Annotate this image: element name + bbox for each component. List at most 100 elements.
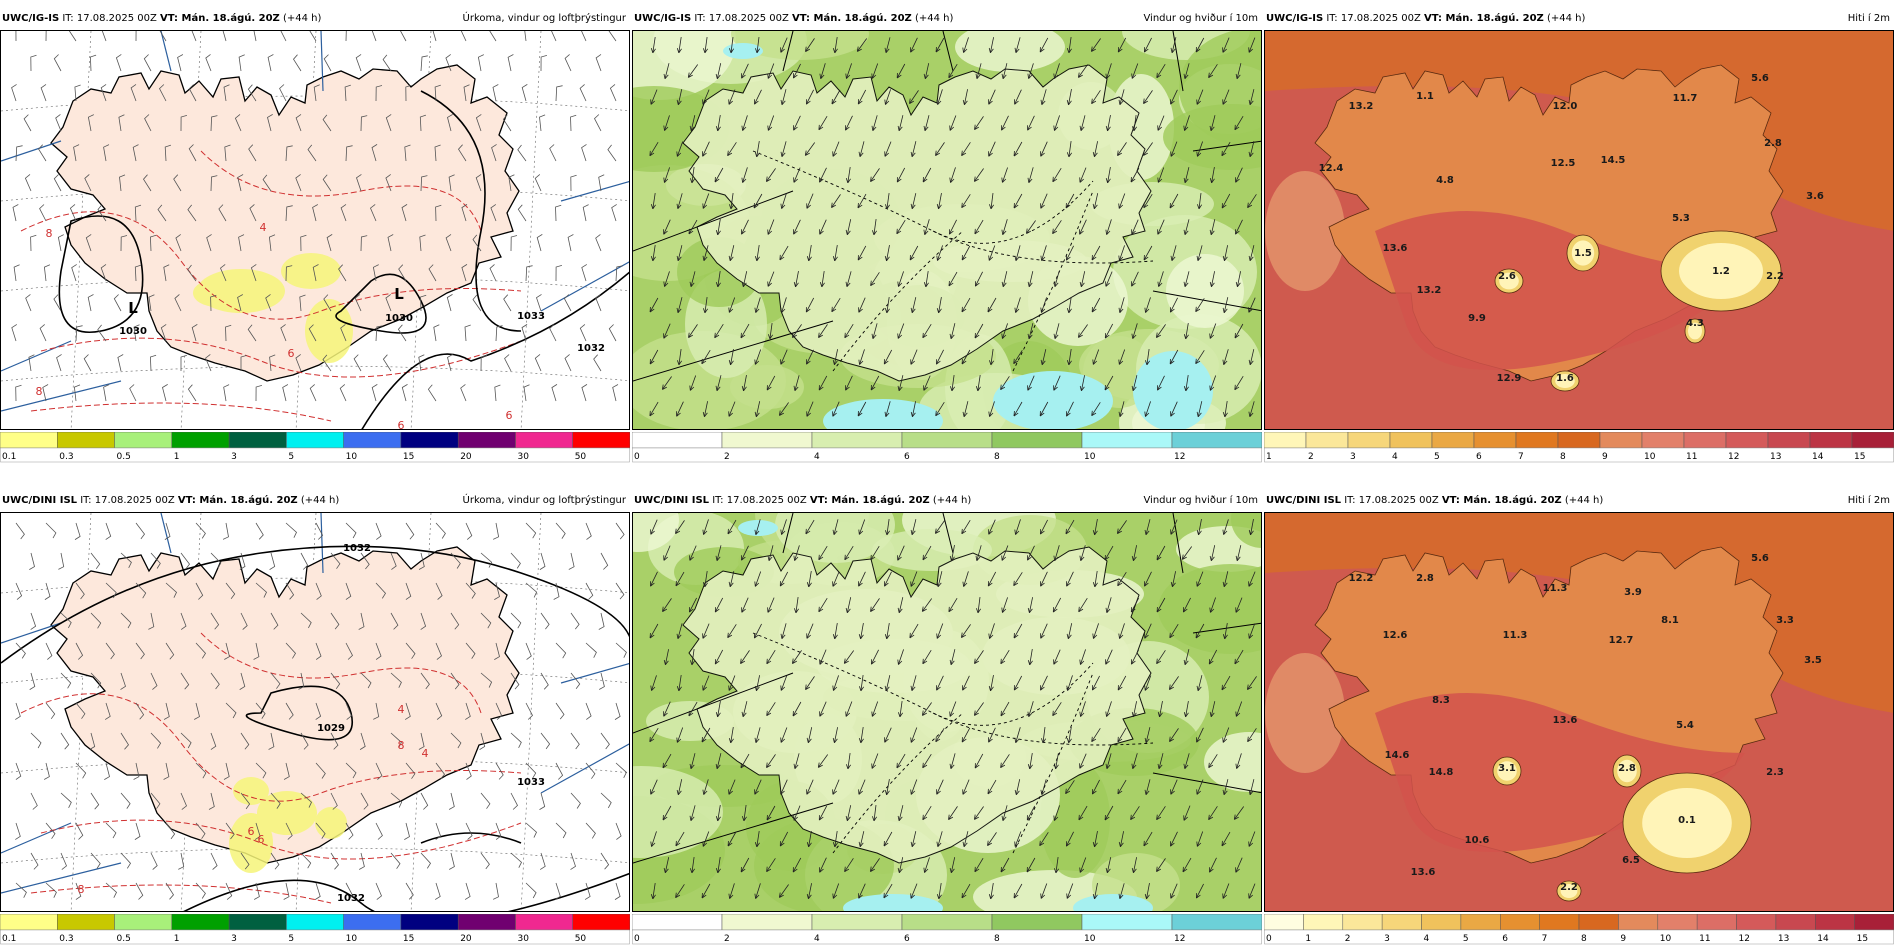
wind-arrow <box>768 545 774 561</box>
wind-arrow-head <box>1131 763 1137 769</box>
wind-arrow <box>756 245 760 261</box>
wind-barb <box>385 114 392 132</box>
wind-barb <box>164 522 171 540</box>
wind-barb <box>238 234 245 252</box>
wind-arrow-head <box>1132 126 1138 132</box>
colorbar-swatch <box>1305 431 1349 449</box>
panel-header: UWC/DINI ISL IT: 17.08.2025 00Z VT: Mán.… <box>0 492 630 510</box>
wind-arrow-head <box>1026 815 1032 821</box>
wind-barb <box>240 732 250 750</box>
wind-barb <box>208 792 215 810</box>
wind-arrow-head <box>910 789 916 795</box>
wind-barb <box>536 234 543 252</box>
wind-arrow <box>649 297 659 313</box>
wind-arrow-head <box>689 815 695 821</box>
colorbar-swatch <box>901 913 993 931</box>
wind-arrow <box>1248 623 1256 639</box>
wind-barb <box>375 882 382 900</box>
temperature-value: 8.1 <box>1661 615 1679 626</box>
wind-arrow-head <box>1065 202 1071 209</box>
wind-arrow <box>691 649 695 665</box>
wind-barb <box>225 702 237 719</box>
wind-arrow <box>922 702 932 716</box>
colorbar-swatch <box>1767 431 1811 449</box>
wind-barb <box>375 522 382 540</box>
wind-arrow-head <box>846 764 852 770</box>
wind-arrow <box>1236 545 1242 561</box>
wind-arrow-head <box>909 632 915 639</box>
wind-arrow-head <box>1104 814 1110 821</box>
wind-arrow-head <box>663 281 669 287</box>
wind-arrow-head <box>936 685 941 691</box>
wind-arrow-head <box>1066 737 1072 744</box>
wind-arrow <box>935 142 945 156</box>
wind-barb <box>234 114 242 132</box>
sector-lines <box>1 513 629 894</box>
wind-barb <box>175 234 182 252</box>
wind-barb <box>11 84 17 102</box>
gust-areas <box>723 43 1213 429</box>
wind-arrow-head <box>1235 177 1240 183</box>
wind-barb <box>283 882 290 900</box>
wind-arrow <box>974 753 984 769</box>
wind-arrow-head <box>690 660 696 666</box>
wind-arrow-head <box>832 893 838 899</box>
wind-barb <box>15 822 21 840</box>
wind-barb <box>385 294 392 312</box>
temperature-value: 5.3 <box>1672 213 1690 224</box>
wind-arrow-head <box>1105 125 1111 132</box>
wind-arrow-head <box>703 48 709 54</box>
wind-arrow <box>1145 727 1151 743</box>
panel-header: UWC/IG-IS IT: 17.08.2025 00Z VT: Mán. 18… <box>1264 10 1894 28</box>
wind-arrow-head <box>766 866 772 873</box>
wind-barb <box>460 31 467 42</box>
colorbar-tick-label: 11 <box>1699 934 1710 944</box>
wind-barb <box>309 384 317 402</box>
wind-arrow <box>1233 806 1245 820</box>
wind-arrow-head <box>1026 866 1032 873</box>
wind-arrow-head <box>792 332 797 338</box>
temperature-value: 2.2 <box>1560 882 1578 893</box>
wind-arrow-head <box>766 710 772 717</box>
wind-arrow-head <box>1208 814 1214 821</box>
wind-arrow-head <box>1117 580 1123 587</box>
wind-arrow-head <box>677 360 683 366</box>
wind-barb <box>240 852 250 870</box>
wind-arrow-head <box>936 255 942 261</box>
wind-arrow <box>1249 779 1255 795</box>
wind-arrow-head <box>649 736 655 743</box>
wind-arrow <box>951 375 955 391</box>
wind-arrow-head <box>961 306 967 313</box>
wind-barb <box>322 114 332 132</box>
wind-arrow-head <box>818 332 824 338</box>
wind-barb <box>330 612 340 630</box>
wind-barb <box>313 84 320 102</box>
wind-arrow-head <box>1117 736 1123 743</box>
wind-arrow-head <box>1130 814 1136 821</box>
wind-arrow-head <box>961 892 967 899</box>
wind-arrow-head <box>1170 99 1175 105</box>
wind-arrow <box>1133 857 1137 873</box>
wind-arrow-head <box>689 607 694 613</box>
wind-arrow-head <box>1066 685 1072 691</box>
temperature-contour-label: 4 <box>398 703 405 716</box>
wind-arrow-head <box>922 814 928 821</box>
wind-arrow-head <box>1222 47 1227 53</box>
wind-barb <box>457 144 467 162</box>
wind-barb <box>595 294 602 312</box>
wind-arrow-head <box>987 840 993 846</box>
wind-arrow-head <box>662 814 668 821</box>
wind-arrow <box>1105 649 1113 665</box>
wind-arrow <box>728 779 736 795</box>
wind-arrow <box>1143 90 1153 104</box>
wind-arrow <box>1106 701 1112 717</box>
wind-arrow-head <box>1156 72 1162 79</box>
wind-barb <box>570 732 580 750</box>
wind-arrow-head <box>1209 555 1215 562</box>
wind-arrow-head <box>935 150 941 156</box>
wind-barb <box>30 54 37 72</box>
wind-arrow <box>1027 545 1035 561</box>
wind-arrow-head <box>1248 529 1254 536</box>
wind-arrow <box>1068 141 1072 157</box>
wind-arrow <box>911 675 917 691</box>
